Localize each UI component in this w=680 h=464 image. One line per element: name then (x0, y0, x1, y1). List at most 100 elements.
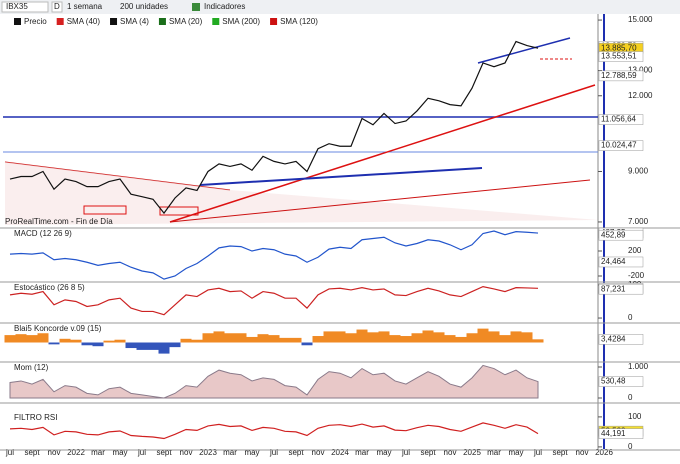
x-tick-label: may (244, 448, 259, 457)
legend-entry: SMA (200) (222, 17, 260, 26)
x-tick-label: 2025 (463, 448, 481, 457)
mode-box[interactable] (51, 1, 63, 13)
y-tick-label: 13.000 (628, 66, 653, 75)
x-tick-label: nov (576, 448, 589, 457)
annotation-box (159, 206, 199, 216)
trend-line (169, 84, 596, 223)
bar (180, 338, 192, 343)
bar (224, 333, 236, 343)
bar (158, 342, 170, 354)
legend-swatch (14, 18, 21, 25)
y-tick-label: 0 (628, 313, 633, 322)
panel-title: FILTRO RSI (14, 413, 57, 422)
price-tag-label: 13.553,51 (601, 52, 637, 61)
x-tick-label: sept (552, 448, 568, 457)
price-tag-label: 24,464 (601, 257, 626, 266)
bar (367, 332, 379, 343)
bar (400, 336, 412, 343)
bar (4, 335, 16, 343)
legend-swatch (56, 18, 64, 25)
x-tick-label: may (376, 448, 391, 457)
price-tag (598, 70, 644, 82)
x-tick-label: 2022 (67, 448, 85, 457)
bar (257, 334, 269, 343)
price-tag (598, 140, 644, 151)
units[interactable]: 200 unidades (120, 2, 168, 11)
x-tick-label: jul (137, 448, 146, 457)
bar (301, 342, 313, 346)
bar (521, 332, 533, 343)
symbol[interactable]: IBX35 (6, 2, 28, 11)
watermark: ProRealTime.com - Fin de Día (5, 217, 113, 226)
series-line (9, 286, 539, 316)
legend-entry: SMA (4) (120, 17, 149, 26)
bar (70, 339, 82, 343)
bar (59, 338, 71, 343)
price-tag-label: 87,231 (601, 284, 626, 293)
series-area (9, 364, 539, 399)
y-tick-label: 15.000 (628, 15, 653, 24)
panel-title: Estocástico (26 8 5) (14, 283, 85, 292)
x-tick-label: nov (444, 448, 457, 457)
bar (510, 331, 522, 343)
bar (114, 339, 126, 343)
x-tick-label: may (112, 448, 127, 457)
x-tick-label: jul (5, 448, 14, 457)
y-tick-label: 9.000 (628, 167, 649, 176)
bar (356, 329, 368, 343)
legend-entry: SMA (40) (67, 17, 101, 26)
bar (191, 339, 203, 343)
trend-line (169, 179, 591, 223)
x-tick-label: jul (401, 448, 410, 457)
period[interactable]: 1 semana (67, 2, 103, 11)
legend-swatch (270, 18, 278, 25)
legend-swatch (110, 18, 118, 25)
bar (499, 335, 511, 343)
bar (213, 331, 225, 343)
series-line (9, 230, 539, 280)
bar (268, 335, 280, 343)
x-tick-label: 2023 (199, 448, 217, 457)
y-tick-label: 200 (628, 246, 642, 255)
price-tag (598, 334, 644, 345)
x-tick-label: sept (156, 448, 172, 457)
y-tick-label: 0 (628, 393, 633, 402)
bar (279, 337, 291, 343)
price-tag-label: 3,4284 (601, 334, 626, 343)
annotation-box (83, 205, 127, 215)
bar (323, 331, 335, 343)
bar (81, 342, 93, 346)
price-tag (598, 283, 644, 295)
mode[interactable]: D (54, 2, 60, 11)
bar (422, 330, 434, 343)
bar (202, 333, 214, 343)
series-line (9, 40, 539, 215)
x-tick-label: sept (420, 448, 436, 457)
price-tag (598, 428, 644, 439)
y-tick-label: 7.000 (628, 217, 649, 226)
bar (125, 342, 137, 349)
bar (532, 339, 544, 343)
price-tag-label: 10.024,47 (601, 141, 637, 150)
price-tag (598, 51, 644, 62)
x-tick-label: may (508, 448, 523, 457)
price-tag (598, 114, 644, 125)
indicators-icon[interactable] (192, 3, 200, 11)
legend-swatch (212, 18, 220, 25)
price-tag (598, 229, 644, 241)
symbol-box[interactable] (1, 1, 49, 13)
bar (345, 333, 357, 343)
x-tick-label: 2026 (595, 448, 613, 457)
indicators[interactable]: Indicadores (204, 2, 245, 11)
x-tick-label: sept (288, 448, 304, 457)
bar (444, 335, 456, 343)
bar (169, 342, 181, 348)
x-tick-label: 2024 (331, 448, 349, 457)
x-tick-label: nov (48, 448, 61, 457)
x-tick-label: jul (269, 448, 278, 457)
x-tick-label: sept (24, 448, 40, 457)
bar (455, 336, 467, 343)
bar (15, 334, 27, 343)
